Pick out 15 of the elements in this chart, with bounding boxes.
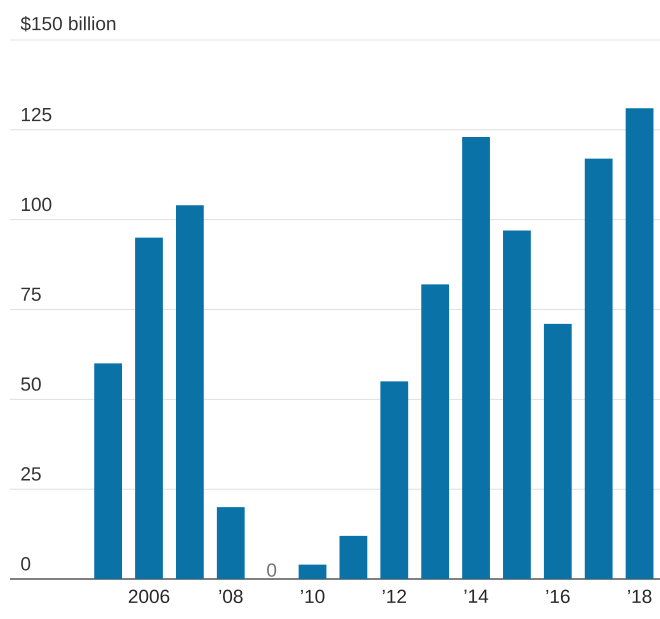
- y-tick-label: 75: [21, 288, 41, 301]
- x-tick-label: 2006: [128, 590, 170, 604]
- y-tick-label: 0: [21, 557, 30, 570]
- y-tick-label: 50: [21, 377, 41, 391]
- y-tick-label: $150 billion: [20, 16, 116, 32]
- data-label: 0: [267, 563, 276, 577]
- x-tick-label: ’18: [628, 590, 652, 604]
- x-tick-label: ’08: [219, 590, 243, 604]
- y-tick-label: 125: [22, 108, 52, 122]
- x-tick-label: ’10: [301, 590, 324, 604]
- x-tick-label: ’12: [382, 590, 406, 603]
- y-tick-label: 25: [21, 467, 41, 481]
- x-tick-label: ’14: [464, 590, 488, 603]
- y-tick-label: 100: [22, 198, 52, 212]
- x-tick-label: ’16: [546, 590, 570, 604]
